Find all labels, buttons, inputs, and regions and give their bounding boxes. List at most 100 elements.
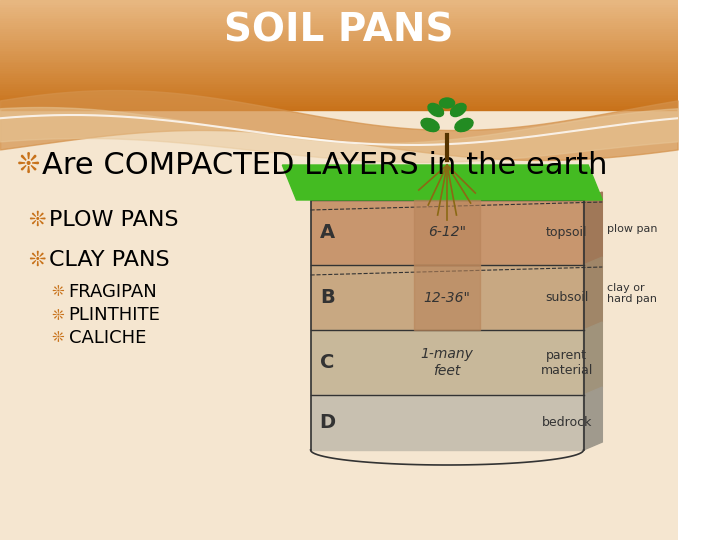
Bar bbox=[0, 110, 678, 540]
Polygon shape bbox=[583, 322, 603, 395]
Bar bbox=[0, 96, 678, 97]
Text: D: D bbox=[320, 413, 336, 432]
Bar bbox=[0, 105, 678, 106]
Bar bbox=[0, 29, 678, 31]
Bar bbox=[0, 5, 678, 8]
Bar bbox=[0, 73, 678, 75]
Bar bbox=[0, 77, 678, 79]
Bar bbox=[0, 24, 678, 26]
Bar bbox=[0, 66, 678, 68]
Bar bbox=[0, 18, 678, 20]
Text: ❊: ❊ bbox=[52, 285, 65, 300]
Bar bbox=[0, 108, 678, 110]
Text: ❊: ❊ bbox=[52, 330, 65, 346]
Bar bbox=[0, 80, 678, 83]
Bar bbox=[310, 395, 583, 450]
Text: ❊: ❊ bbox=[28, 210, 46, 230]
Bar bbox=[0, 51, 678, 53]
Bar bbox=[0, 44, 678, 46]
Bar bbox=[0, 55, 678, 57]
Bar bbox=[0, 20, 678, 22]
Text: FRAGIPAN: FRAGIPAN bbox=[68, 283, 158, 301]
Bar bbox=[0, 79, 678, 80]
Text: CLAY PANS: CLAY PANS bbox=[49, 250, 170, 270]
Bar bbox=[0, 83, 678, 84]
Bar bbox=[0, 46, 678, 48]
Bar bbox=[0, 50, 678, 51]
Bar bbox=[0, 15, 678, 17]
Text: plow pan: plow pan bbox=[607, 224, 657, 233]
Text: 1-many
feet: 1-many feet bbox=[420, 347, 474, 377]
Text: topsoil: topsoil bbox=[546, 226, 588, 239]
Bar bbox=[0, 60, 678, 62]
Text: Are COMPACTED LAYERS in the earth: Are COMPACTED LAYERS in the earth bbox=[42, 151, 608, 179]
Text: subsoil: subsoil bbox=[545, 291, 588, 304]
Bar bbox=[0, 57, 678, 59]
Bar bbox=[0, 70, 678, 71]
Bar bbox=[0, 99, 678, 101]
Ellipse shape bbox=[428, 104, 444, 117]
Bar bbox=[0, 53, 678, 55]
Bar bbox=[0, 86, 678, 88]
Polygon shape bbox=[583, 387, 603, 450]
Text: ❊: ❊ bbox=[52, 307, 65, 322]
Bar bbox=[0, 106, 678, 108]
Bar bbox=[0, 42, 678, 44]
Bar bbox=[0, 22, 678, 24]
Bar bbox=[0, 68, 678, 70]
Bar bbox=[0, 9, 678, 11]
Text: clay or
hard pan: clay or hard pan bbox=[607, 283, 657, 305]
Ellipse shape bbox=[421, 118, 439, 132]
Bar bbox=[0, 26, 678, 28]
Text: ❊: ❊ bbox=[28, 250, 46, 270]
Polygon shape bbox=[583, 192, 603, 265]
Bar bbox=[0, 101, 678, 103]
Ellipse shape bbox=[455, 118, 473, 132]
Bar bbox=[0, 31, 678, 33]
Bar bbox=[310, 200, 583, 265]
Bar bbox=[0, 33, 678, 35]
Polygon shape bbox=[282, 165, 603, 200]
Bar bbox=[0, 97, 678, 99]
Bar bbox=[0, 17, 678, 18]
Text: 6-12": 6-12" bbox=[428, 226, 466, 240]
Bar bbox=[0, 48, 678, 50]
Bar bbox=[310, 265, 583, 330]
Bar bbox=[0, 8, 678, 9]
Bar bbox=[0, 90, 678, 92]
Bar bbox=[0, 37, 678, 38]
Bar bbox=[0, 13, 678, 15]
Text: parent
material: parent material bbox=[541, 348, 593, 376]
Text: 12-36": 12-36" bbox=[423, 291, 470, 305]
Bar bbox=[0, 38, 678, 40]
Bar bbox=[310, 330, 583, 395]
Bar bbox=[0, 64, 678, 66]
Text: B: B bbox=[320, 288, 335, 307]
Bar bbox=[0, 40, 678, 42]
Text: PLOW PANS: PLOW PANS bbox=[49, 210, 179, 230]
Text: ❊: ❊ bbox=[17, 151, 40, 179]
Bar bbox=[0, 35, 678, 37]
Polygon shape bbox=[583, 257, 603, 330]
Bar bbox=[414, 265, 480, 330]
Bar bbox=[0, 84, 678, 86]
Ellipse shape bbox=[451, 104, 466, 117]
Bar bbox=[0, 93, 678, 96]
Text: CALICHE: CALICHE bbox=[68, 329, 146, 347]
Bar bbox=[0, 11, 678, 13]
Bar bbox=[0, 4, 678, 5]
Text: SOIL PANS: SOIL PANS bbox=[224, 11, 454, 49]
Ellipse shape bbox=[439, 98, 454, 108]
Text: C: C bbox=[320, 353, 335, 372]
Bar bbox=[0, 0, 678, 2]
Text: A: A bbox=[320, 223, 335, 242]
Bar bbox=[0, 92, 678, 93]
Text: PLINTHITE: PLINTHITE bbox=[68, 306, 161, 324]
Bar bbox=[0, 75, 678, 77]
Bar bbox=[0, 103, 678, 105]
Bar bbox=[414, 200, 480, 265]
Bar bbox=[0, 28, 678, 29]
Bar bbox=[0, 88, 678, 90]
Bar bbox=[0, 62, 678, 64]
Bar bbox=[0, 71, 678, 73]
